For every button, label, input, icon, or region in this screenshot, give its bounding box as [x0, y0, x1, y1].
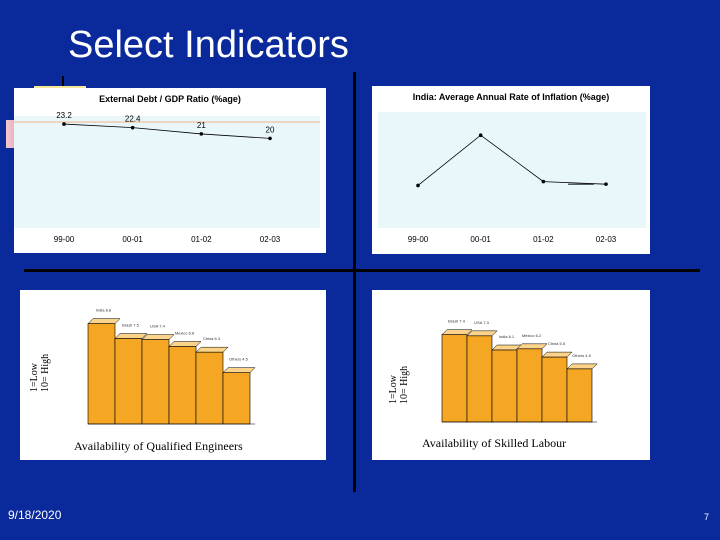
bar — [87, 323, 116, 425]
plot-area — [378, 112, 646, 228]
bar-label: India 8.8 — [96, 308, 112, 313]
debt-gdp-chart-panel: External Debt / GDP Ratio (%age) 23.2 22.4… — [14, 88, 326, 253]
labour-caption: Availability of Skilled Labour — [422, 436, 567, 450]
x-tick-label: 01-02 — [533, 235, 554, 244]
engineers-caption: Availability of Qualified Engineers — [74, 439, 243, 453]
bar-label: Others 4.5 — [229, 357, 248, 362]
chart-title: External Debt / GDP Ratio (%age) — [99, 94, 241, 104]
debt-gdp-chart: External Debt / GDP Ratio (%age) 23.2 22.4… — [14, 94, 320, 244]
slide-date: 9/18/2020 — [8, 508, 62, 522]
bar-label: USA 7.4 — [150, 324, 165, 329]
x-tick-label: 99-00 — [408, 235, 429, 244]
bar-top — [516, 343, 548, 350]
labour-y-axis-label: 1=Low 10= High — [388, 366, 410, 404]
bar-label: Mexico 6.8 — [175, 330, 195, 335]
slide-title: Select Indicators — [68, 24, 349, 66]
bar-label: China 6.3 — [203, 336, 221, 341]
bar — [195, 351, 224, 425]
data-label: 22.4 — [125, 115, 141, 124]
data-point — [268, 136, 272, 141]
x-tick-label: 99-00 — [54, 235, 75, 244]
x-tick-label: 00-01 — [122, 235, 143, 244]
horizontal-divider — [24, 269, 700, 272]
bar-top — [87, 318, 121, 324]
x-tick-label: 00-01 — [470, 235, 491, 244]
bar-label: China 5.5 — [548, 341, 566, 346]
engineers-chart-panel: India 8.8 Brazil 7.5 USA 7.4 Mexico 6.8 Chin… — [20, 290, 326, 460]
data-point — [199, 132, 204, 136]
bar — [566, 368, 593, 423]
bar-top — [466, 330, 498, 337]
bar-top — [114, 333, 148, 339]
bar-label: Brazil 7.5 — [122, 323, 139, 328]
data-point — [541, 179, 546, 184]
bar-top — [141, 334, 175, 340]
x-tick-label: 01-02 — [191, 235, 212, 244]
bar-label: India 6.1 — [499, 334, 515, 339]
bar — [441, 334, 468, 423]
series-line — [417, 134, 607, 186]
y-label-high: 10= High — [40, 353, 51, 392]
labour-chart-panel: Brazil 7.4 USA 7.3 India 6.1 Mexico 6.2 Chin… — [372, 290, 650, 460]
data-point — [130, 125, 135, 130]
inflation-chart-panel: India: Average Annual Rate of Inflation … — [372, 86, 650, 254]
bar-label: Mexico 6.2 — [522, 333, 542, 338]
data-point — [416, 183, 420, 188]
engineers-y-axis-label: 1=Low 10= High — [29, 354, 51, 392]
data-point — [478, 133, 483, 137]
inflation-chart: India: Average Annual Rate of Inflation … — [378, 92, 646, 244]
bar — [114, 338, 143, 425]
x-tick-label: 02-03 — [260, 235, 281, 244]
accent-line — [62, 76, 64, 94]
bar-top — [168, 341, 202, 347]
bar-label: USA 7.3 — [474, 320, 489, 325]
bar-label: Others 4.5 — [572, 353, 591, 358]
vertical-divider — [353, 72, 356, 492]
bar — [168, 346, 197, 425]
bar — [516, 348, 543, 423]
bar — [491, 349, 518, 423]
data-point — [62, 122, 66, 126]
labour-chart: Brazil 7.4 USA 7.3 India 6.1 Mexico 6.2 Chin… — [441, 319, 598, 423]
chart-title: India: Average Annual Rate of Inflation … — [413, 92, 610, 102]
bar — [541, 356, 568, 423]
x-tick-label: 02-03 — [596, 235, 617, 244]
y-label-low: 1=Low — [29, 363, 40, 392]
bar-top — [566, 363, 598, 370]
bar-top — [441, 329, 473, 335]
bar-top — [195, 346, 229, 353]
page-number: 7 — [704, 512, 710, 522]
data-label: 23.2 — [56, 111, 72, 120]
data-label: 21 — [197, 121, 206, 130]
bar-top — [541, 351, 573, 358]
series-line — [63, 123, 271, 139]
data-label: 20 — [266, 125, 275, 134]
bar-top — [222, 367, 256, 373]
y-label-high: 10= High — [399, 365, 410, 404]
data-point — [604, 182, 608, 186]
plot-area — [14, 116, 320, 228]
engineers-chart: India 8.8 Brazil 7.5 USA 7.4 Mexico 6.8 Chin… — [87, 308, 256, 425]
y-label-low: 1=Low — [388, 375, 399, 404]
bar — [222, 372, 251, 425]
bar-label: Brazil 7.4 — [448, 319, 465, 324]
bar — [141, 339, 170, 425]
bar — [466, 335, 493, 423]
